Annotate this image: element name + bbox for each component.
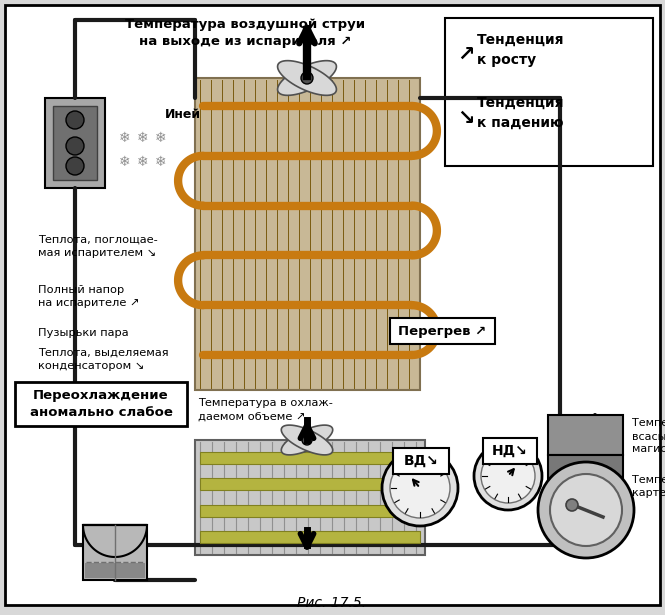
Circle shape xyxy=(382,450,458,526)
Text: Тенденция
к падению: Тенденция к падению xyxy=(477,97,565,130)
Text: ↘: ↘ xyxy=(457,108,475,128)
Text: Температура
всасывающей
магистрали ↗: Температура всасывающей магистрали ↗ xyxy=(632,418,665,454)
Bar xyxy=(200,452,420,464)
Bar xyxy=(393,448,449,474)
Circle shape xyxy=(538,462,634,558)
Polygon shape xyxy=(277,61,336,95)
Text: Переохлаждение
аномально слабое: Переохлаждение аномально слабое xyxy=(29,389,172,419)
Circle shape xyxy=(301,72,313,84)
Bar xyxy=(195,78,420,390)
Bar xyxy=(83,525,147,580)
Bar xyxy=(200,531,420,543)
Text: НД↘: НД↘ xyxy=(492,444,528,458)
Circle shape xyxy=(66,111,84,129)
Bar xyxy=(548,455,623,483)
Bar xyxy=(483,438,537,464)
Text: ❄: ❄ xyxy=(137,155,149,169)
Bar xyxy=(390,318,495,344)
Text: Полный напор
на испарителе ↗: Полный напор на испарителе ↗ xyxy=(38,285,140,308)
Text: ❄: ❄ xyxy=(155,155,167,169)
Text: ↗: ↗ xyxy=(457,45,475,65)
Text: Иней: Иней xyxy=(165,108,201,121)
Polygon shape xyxy=(281,425,332,455)
Circle shape xyxy=(550,474,622,546)
Text: Пузырьки пара: Пузырьки пара xyxy=(38,328,128,338)
Text: Рис. 17.5.: Рис. 17.5. xyxy=(297,596,366,610)
Bar xyxy=(200,478,420,490)
Text: ❄: ❄ xyxy=(119,131,131,145)
Circle shape xyxy=(474,442,542,510)
Text: ❄: ❄ xyxy=(137,131,149,145)
Bar xyxy=(53,106,97,180)
Bar xyxy=(200,505,420,517)
Polygon shape xyxy=(83,525,147,557)
Circle shape xyxy=(390,458,450,518)
Text: ❄: ❄ xyxy=(119,155,131,169)
Bar xyxy=(85,563,145,578)
Bar xyxy=(445,18,653,166)
Circle shape xyxy=(481,449,535,503)
Text: Тенденция
к росту: Тенденция к росту xyxy=(477,33,565,67)
Bar xyxy=(195,440,425,555)
Circle shape xyxy=(566,499,578,511)
Text: Перегрев ↗: Перегрев ↗ xyxy=(398,325,486,338)
Text: Температура
картера ↗: Температура картера ↗ xyxy=(632,475,665,498)
Circle shape xyxy=(302,435,312,445)
Polygon shape xyxy=(277,61,336,95)
Polygon shape xyxy=(281,425,332,455)
Bar xyxy=(15,382,187,426)
Text: Теплота, выделяемая
конденсатором ↘: Теплота, выделяемая конденсатором ↘ xyxy=(38,348,169,371)
Text: ВД↘: ВД↘ xyxy=(404,454,438,468)
Text: Теплота, поглощае-
мая испарителем ↘: Теплота, поглощае- мая испарителем ↘ xyxy=(38,235,158,258)
Text: Температура в охлаж-
даемом объеме ↗: Температура в охлаж- даемом объеме ↗ xyxy=(198,398,333,421)
Text: Температура воздушной струи
на выходе из испарителя ↗: Температура воздушной струи на выходе из… xyxy=(125,18,365,48)
Bar xyxy=(45,98,105,188)
Bar xyxy=(548,415,623,455)
Text: ❄: ❄ xyxy=(155,131,167,145)
Circle shape xyxy=(66,137,84,155)
Circle shape xyxy=(66,157,84,175)
